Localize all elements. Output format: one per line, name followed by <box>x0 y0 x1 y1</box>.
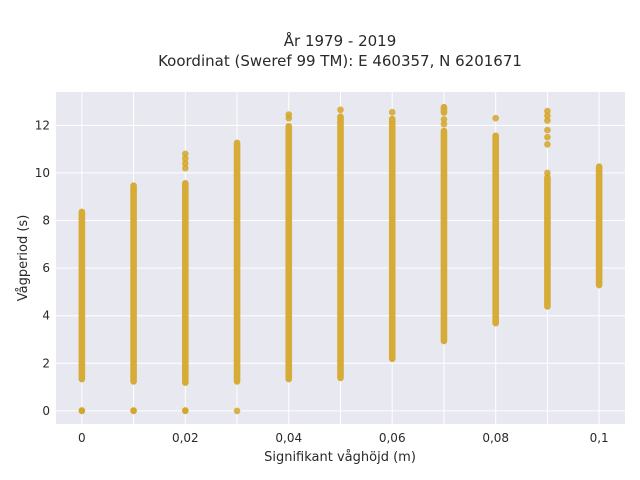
data-point-column <box>285 122 293 383</box>
data-point-column <box>233 139 241 385</box>
data-point <box>182 160 189 167</box>
y-tick-label: 0 <box>42 404 50 418</box>
data-point <box>440 116 448 123</box>
data-point <box>544 169 551 177</box>
data-point <box>388 108 396 116</box>
data-point-column <box>182 180 189 386</box>
x-tick-label: 0,02 <box>172 431 199 445</box>
plot-area: 0 0,02 0,04 0,06 0,08 0,1 0 2 4 6 8 10 12 <box>35 92 625 445</box>
data-point <box>182 155 189 162</box>
data-point-column <box>544 174 551 310</box>
data-point <box>285 111 293 118</box>
x-tick-label: 0,06 <box>379 431 406 445</box>
x-tick-label: 0 <box>78 431 86 445</box>
data-point-column <box>337 113 344 382</box>
data-point-column <box>130 182 137 385</box>
data-point <box>233 407 241 415</box>
data-point <box>544 117 551 124</box>
y-tick-label: 6 <box>42 261 50 275</box>
chart-subtitle: Koordinat (Sweref 99 TM): E 460357, N 62… <box>158 52 522 70</box>
data-point-column <box>440 127 448 345</box>
data-point <box>544 112 551 120</box>
chart-title: År 1979 - 2019 <box>284 31 397 50</box>
data-point-column <box>78 208 86 383</box>
data-point <box>337 106 344 114</box>
y-tick-label: 12 <box>35 118 50 132</box>
y-axis-title: Vågperiod (s) <box>16 215 31 302</box>
data-point <box>182 164 189 172</box>
data-point <box>544 141 551 148</box>
x-tick-label: 0,04 <box>275 431 302 445</box>
data-point-column <box>440 103 448 116</box>
data-point <box>544 133 551 141</box>
data-point <box>440 120 448 128</box>
data-point-column <box>595 163 603 289</box>
y-tick-label: 10 <box>35 166 50 180</box>
data-point-column <box>492 132 499 327</box>
y-tick-label: 2 <box>42 356 50 370</box>
data-point <box>544 107 551 115</box>
data-point <box>182 407 189 414</box>
data-point <box>492 114 499 122</box>
y-tick-label: 8 <box>42 214 50 228</box>
y-tick-label: 4 <box>42 309 50 323</box>
data-point-column <box>388 115 396 363</box>
data-point <box>78 407 86 414</box>
x-axis-title: Signifikant våghöjd (m) <box>264 450 416 465</box>
x-tick-label: 0,1 <box>590 431 609 445</box>
data-point <box>130 407 137 414</box>
x-tick-label: 0,08 <box>482 431 509 445</box>
data-point <box>544 126 551 134</box>
data-point <box>182 150 189 158</box>
